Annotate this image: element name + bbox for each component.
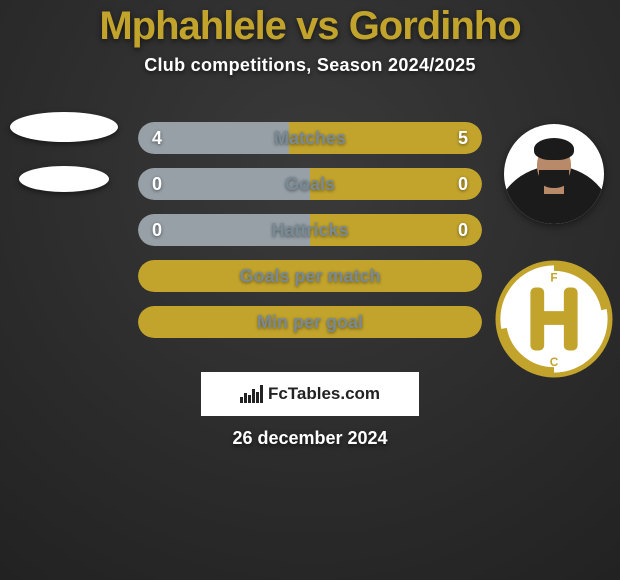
bar-goals: 0 Goals 0 bbox=[138, 168, 482, 200]
bar-gpm-label: Goals per match bbox=[192, 266, 428, 287]
bar-hattricks-right: 0 bbox=[428, 220, 468, 241]
bar-mpg-label: Min per goal bbox=[192, 312, 428, 333]
title-vs: vs bbox=[296, 4, 339, 48]
bar-matches: 4 Matches 5 bbox=[138, 122, 482, 154]
watermark: FcTables.com bbox=[201, 372, 419, 416]
bar-matches-left: 4 bbox=[152, 128, 192, 149]
avatar-b-club-crest: F C bbox=[495, 260, 613, 378]
bar-goals-left: 0 bbox=[152, 174, 192, 195]
bar-matches-right: 5 bbox=[428, 128, 468, 149]
title-player-b: Gordinho bbox=[349, 4, 521, 48]
bar-hattricks: 0 Hattricks 0 bbox=[138, 214, 482, 246]
avatar-placeholder-a-player bbox=[10, 112, 118, 142]
watermark-chart-icon bbox=[240, 385, 262, 403]
bar-matches-label: Matches bbox=[192, 128, 428, 149]
avatar-b-player bbox=[504, 124, 604, 224]
bar-hattricks-left: 0 bbox=[152, 220, 192, 241]
bar-goals-label: Goals bbox=[192, 174, 428, 195]
comparison-bars: 4 Matches 5 0 Goals 0 0 Hattricks 0 Goal… bbox=[138, 122, 482, 352]
avatar-placeholder-a-club bbox=[19, 166, 109, 192]
page-title: Mphahlele vs Gordinho bbox=[0, 0, 620, 49]
bar-hattricks-label: Hattricks bbox=[192, 220, 428, 241]
watermark-text: FcTables.com bbox=[268, 384, 380, 404]
bar-min-per-goal: Min per goal bbox=[138, 306, 482, 338]
infographic-root: Mphahlele vs Gordinho Club competitions,… bbox=[0, 0, 620, 580]
title-player-a: Mphahlele bbox=[99, 4, 286, 48]
bar-goals-per-match: Goals per match bbox=[138, 260, 482, 292]
bar-goals-right: 0 bbox=[428, 174, 468, 195]
subtitle: Club competitions, Season 2024/2025 bbox=[0, 55, 620, 76]
svg-text:F: F bbox=[550, 271, 557, 285]
date-text: 26 december 2024 bbox=[0, 428, 620, 449]
avatars-right-column: F C bbox=[494, 124, 614, 378]
avatars-left-column bbox=[4, 112, 124, 216]
svg-text:C: C bbox=[550, 355, 559, 369]
